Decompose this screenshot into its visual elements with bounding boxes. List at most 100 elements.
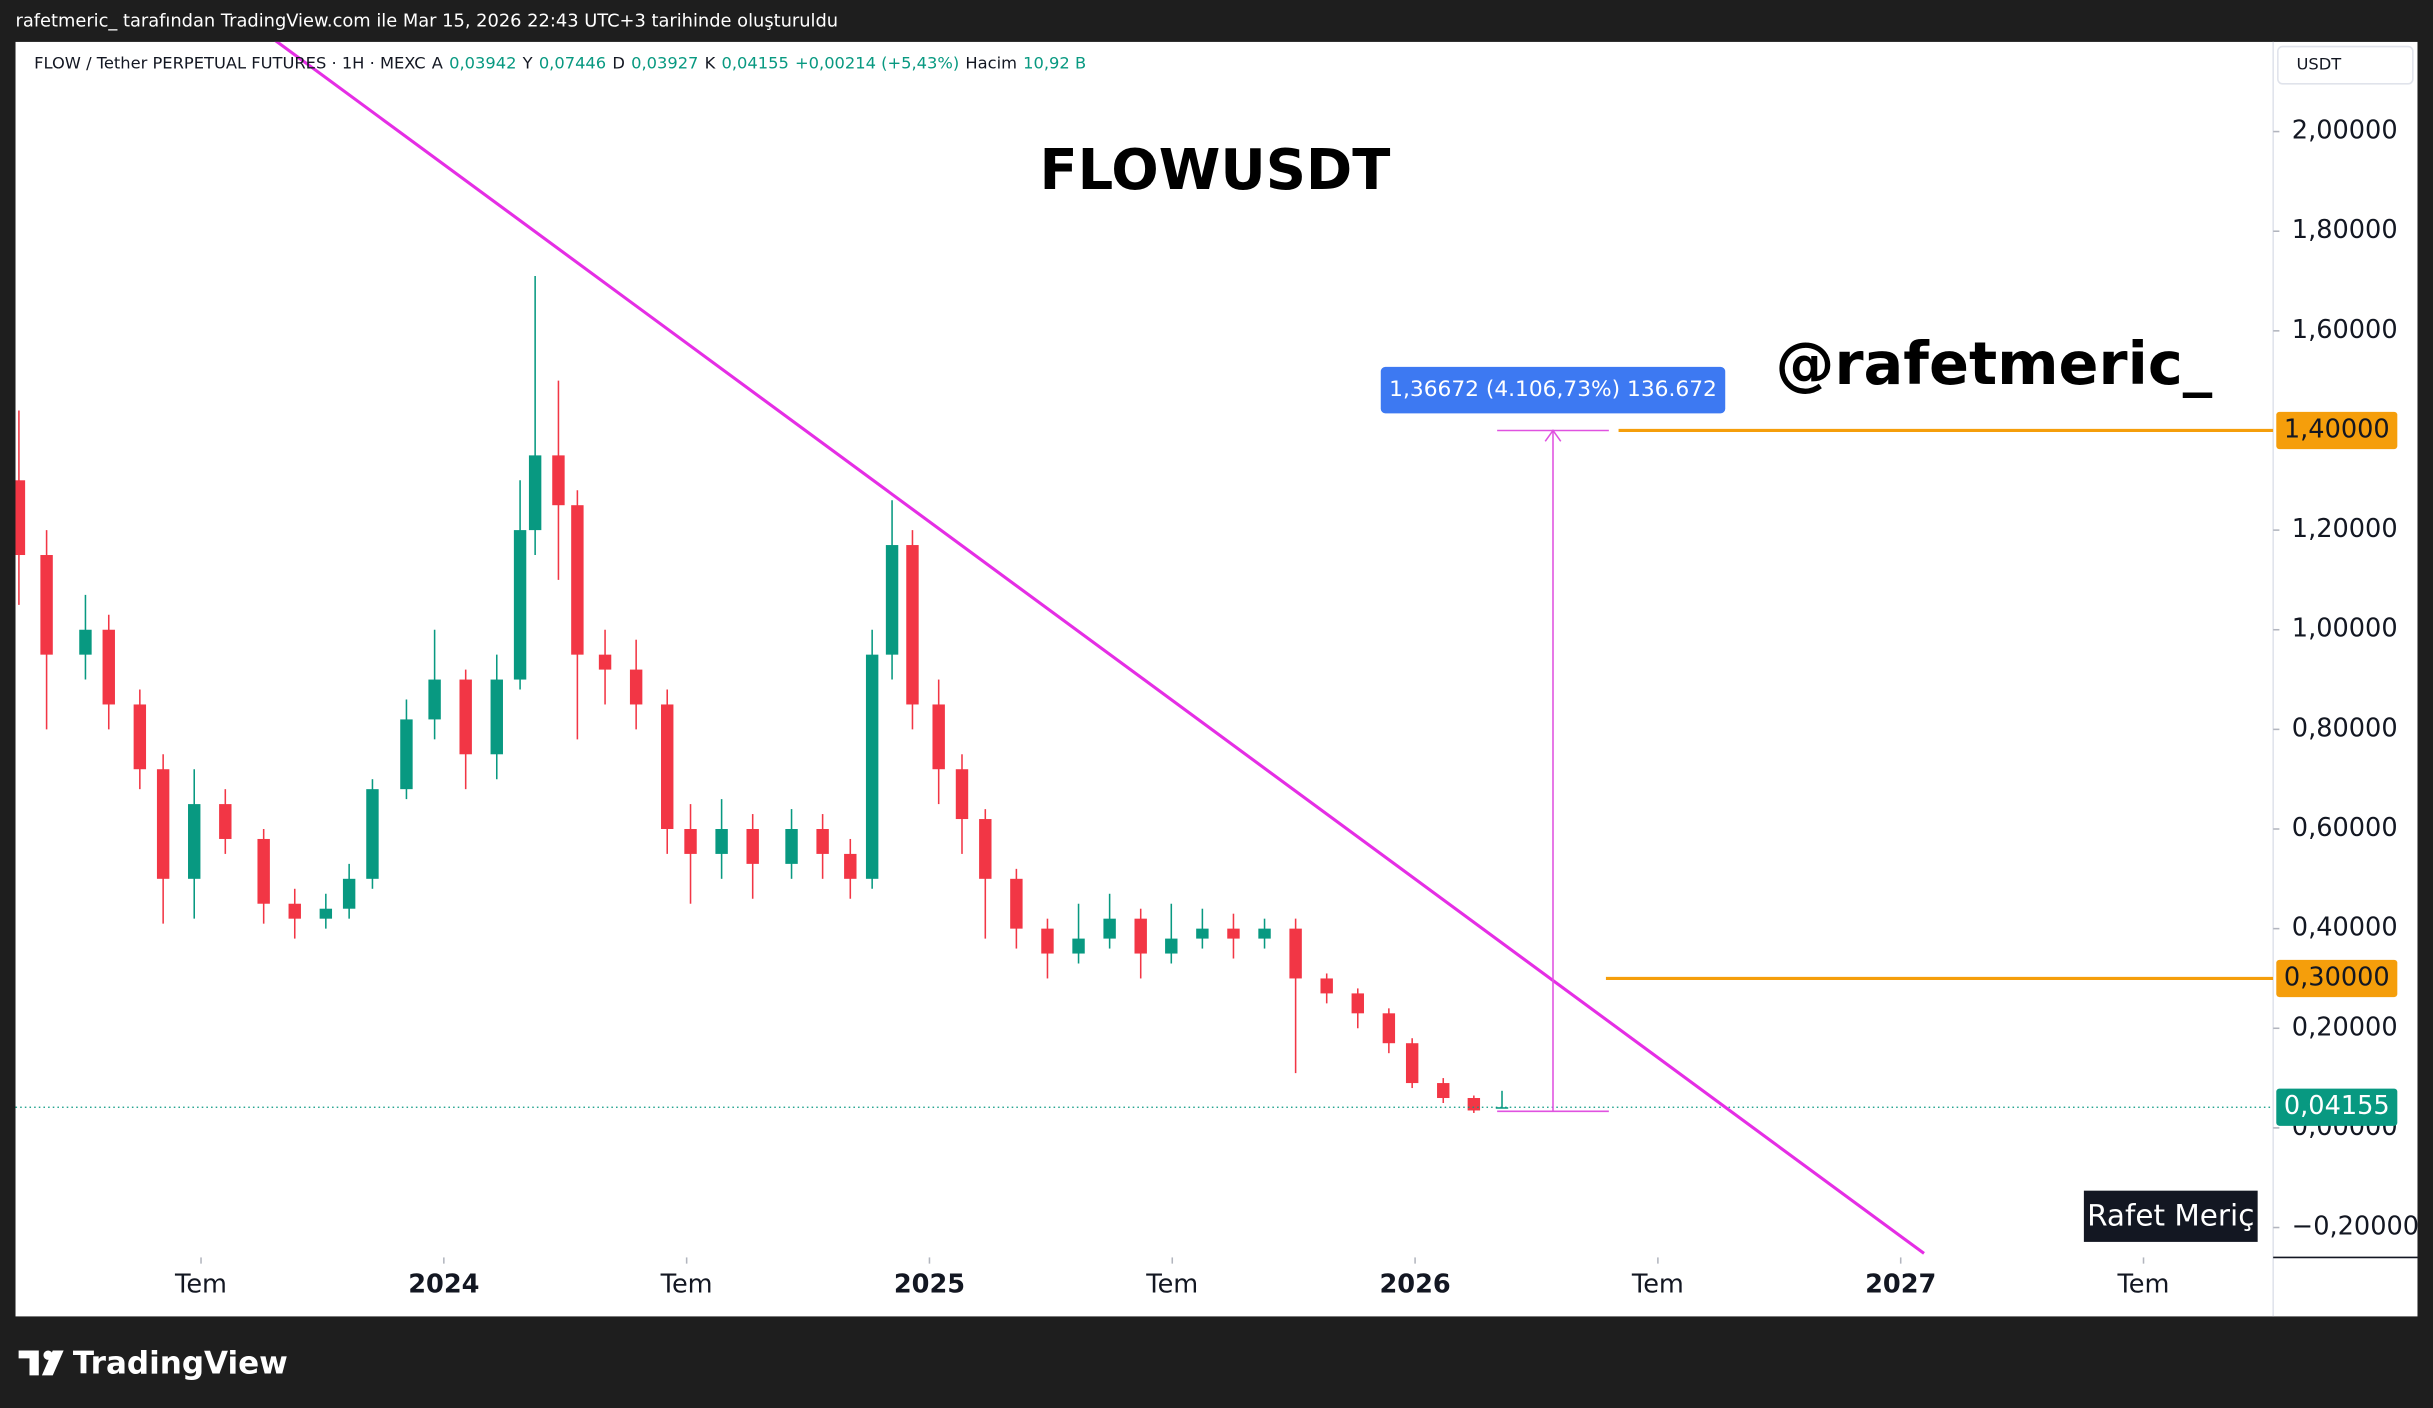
y-tick-label: 0,60000	[2292, 813, 2398, 843]
candle-body	[40, 555, 53, 655]
y-tick-label: 2,00000	[2292, 116, 2398, 146]
legend-key: D	[612, 53, 625, 72]
header: rafetmeric_ tarafından TradingView.com i…	[16, 11, 839, 32]
candle-body	[1405, 1043, 1419, 1084]
candle-body	[188, 804, 201, 879]
candle-body	[1495, 1107, 1509, 1109]
candle-body	[1134, 918, 1147, 954]
candle-body	[513, 530, 527, 680]
measure-label-box	[1380, 366, 1726, 414]
chart-title: FLOWUSDT	[1040, 138, 1391, 203]
candle-body	[1072, 938, 1085, 954]
y-tick-label: 0,40000	[2292, 913, 2398, 943]
legend-key: A	[432, 53, 443, 72]
candle-body	[885, 545, 899, 655]
y-tick-label: 0,20000	[2292, 1012, 2398, 1042]
candle-body	[1041, 928, 1054, 954]
level-label: 1,40000	[2284, 414, 2390, 444]
legend-key: K	[705, 53, 717, 72]
candle-body	[459, 679, 472, 755]
level-box	[2276, 411, 2398, 450]
legend-value: 0,03942	[449, 53, 516, 72]
candle-body	[79, 629, 92, 655]
legend-key: Y	[522, 53, 533, 72]
candle-body	[1258, 928, 1271, 939]
candle-body	[1196, 928, 1209, 939]
x-tick-label: Tem	[174, 1269, 227, 1299]
chart-area	[15, 41, 2418, 1317]
legend-key: Hacim	[965, 53, 1017, 72]
candle-body	[865, 654, 879, 879]
currency-box	[2277, 45, 2414, 85]
legend-value: 0,03927	[631, 53, 698, 72]
candle-body	[816, 829, 829, 854]
last-price-box	[2276, 1088, 2398, 1126]
plot	[15, 41, 2274, 1255]
candle-body	[15, 480, 26, 556]
trendline	[274, 41, 1925, 1255]
legend-value: 0,07446	[539, 53, 606, 72]
y-tick-label: 1,60000	[2292, 315, 2398, 345]
candle-body	[490, 679, 503, 755]
candle-body	[1227, 928, 1240, 939]
y-tick-label: 1,80000	[2292, 215, 2398, 245]
y-tick-label: 0,80000	[2292, 713, 2398, 743]
candle-body	[342, 878, 356, 909]
candle-body	[715, 829, 728, 854]
candle-body	[955, 769, 969, 820]
x-tick-label: Tem	[2117, 1269, 2170, 1299]
logo-text: TradingView	[73, 1346, 288, 1382]
candle-body	[1382, 1013, 1396, 1044]
level-label: 0,30000	[2284, 962, 2390, 992]
watermark: @rafetmeric_	[1776, 329, 2213, 398]
x-tick-label: 2027	[1865, 1269, 1936, 1299]
candle-body	[1320, 978, 1333, 994]
author-tag-box	[2083, 1190, 2258, 1242]
candle-body	[133, 704, 147, 770]
candle-body	[844, 853, 857, 879]
measure-arrow	[1544, 429, 1562, 442]
candle-body	[319, 908, 333, 919]
legend-symbol: FLOW / Tether PERPETUAL FUTURES · 1H · M…	[34, 53, 425, 72]
level-box	[2276, 959, 2398, 998]
candle-body	[932, 704, 945, 770]
legend: FLOW / Tether PERPETUAL FUTURES · 1H · M…	[34, 53, 1086, 72]
candle-body	[428, 679, 441, 720]
legend-value: 0,04155	[722, 53, 789, 72]
candle-body	[1351, 993, 1364, 1014]
candle-body	[661, 704, 674, 830]
candle-body	[219, 804, 232, 839]
overlay: 1,36672 (4.106,73%) 136.672	[1380, 366, 1726, 414]
candle-body	[629, 669, 643, 705]
y-tick-label: 1,00000	[2292, 614, 2398, 644]
candle-body	[1165, 938, 1178, 954]
candle-body	[746, 829, 759, 864]
y-tick-label: −0,20000	[2292, 1212, 2419, 1242]
candle-body	[400, 719, 413, 790]
candle-body	[366, 789, 379, 879]
currency: USDT	[2296, 55, 2341, 74]
legend-value: +0,00214 (+5,43%)	[795, 53, 959, 72]
candle-body	[906, 545, 919, 705]
author-tag: Rafet Meriç	[2087, 1199, 2254, 1233]
y-tick-label: 1,20000	[2292, 514, 2398, 544]
candle-body	[979, 819, 992, 879]
candle-body	[156, 769, 170, 879]
x-tick-label: Tem	[1145, 1269, 1198, 1299]
candle-body	[1437, 1083, 1450, 1099]
footer-logo: TradingView	[18, 1346, 288, 1382]
x-tick-label: Tem	[660, 1269, 713, 1299]
x-tick-label: Tem	[1631, 1269, 1684, 1299]
candle-body	[102, 629, 115, 705]
candle-body	[1103, 918, 1116, 939]
candle-body	[684, 829, 697, 854]
candle-body	[1467, 1098, 1481, 1111]
candle-body	[1289, 928, 1302, 979]
candle-body	[257, 838, 270, 904]
candle-body	[598, 654, 612, 670]
measure-label: 1,36672 (4.106,73%) 136.672	[1389, 377, 1717, 402]
candle-body	[785, 829, 798, 864]
candle-body	[288, 903, 301, 919]
